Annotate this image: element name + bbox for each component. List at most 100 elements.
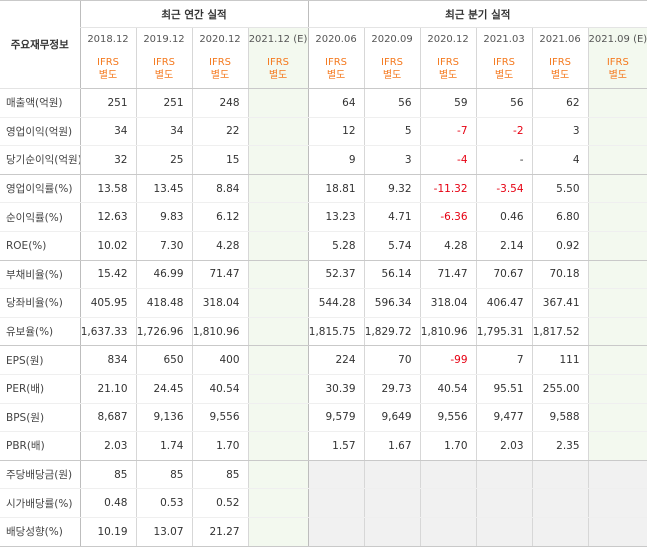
quarterly-value-cell: 0.46 — [475, 202, 533, 232]
ifrs-basis-label: IFRS 별도 — [97, 56, 119, 82]
row-label: 주당배당금(원) — [0, 460, 80, 490]
quarterly-value-cell — [307, 488, 365, 518]
annual-value-cell: 1.74 — [135, 431, 192, 461]
ifrs-basis-cell: IFRS 별도 — [587, 50, 647, 89]
row-label: 부채비율(%) — [0, 260, 80, 290]
quarterly-value-cell — [531, 517, 589, 547]
annual-value-cell — [247, 403, 309, 433]
ifrs-basis-cell: IFRS 별도 — [191, 50, 248, 89]
annual-value-cell: 15 — [191, 145, 248, 175]
quarterly-value-cell: 5 — [363, 117, 421, 147]
annual-value-cell: 13.58 — [79, 174, 136, 204]
quarterly-value-cell: 4 — [531, 145, 589, 175]
quarterly-value-cell: 9.32 — [363, 174, 421, 204]
quarterly-value-cell: 56 — [475, 88, 533, 118]
quarterly-value-cell: 9,649 — [363, 403, 421, 433]
period-header: 2021.09 (E) — [587, 27, 647, 50]
annual-value-cell — [247, 517, 309, 547]
table-row: 부채비율(%) 15.42 46.99 71.47 52.37 56.14 71.47 70.… — [0, 260, 647, 290]
period-header: 2021.12 (E) — [247, 27, 309, 50]
quarterly-value-cell: -6.36 — [419, 202, 477, 232]
ifrs-basis-label: IFRS 별도 — [153, 56, 175, 82]
ifrs-basis-label: IFRS 별도 — [549, 56, 571, 82]
quarterly-value-cell: 111 — [531, 345, 589, 375]
quarterly-value-cell — [587, 145, 647, 175]
annual-value-cell: 9,136 — [135, 403, 192, 433]
quarterly-value-cell — [587, 117, 647, 147]
ifrs-basis-label: IFRS 별도 — [607, 56, 629, 82]
row-label: 배당성향(%) — [0, 517, 80, 547]
annual-value-cell: 32 — [79, 145, 136, 175]
annual-value-cell: 12.63 — [79, 202, 136, 232]
ifrs-line2: 별도 — [382, 70, 402, 81]
quarterly-value-cell: 4.71 — [363, 202, 421, 232]
quarterly-value-cell: 40.54 — [419, 374, 477, 404]
quarterly-value-cell — [587, 317, 647, 347]
row-label: 영업이익률(%) — [0, 174, 80, 204]
annual-value-cell: 85 — [79, 460, 136, 490]
ifrs-line1: IFRS — [153, 57, 175, 68]
ifrs-basis-cell: IFRS 별도 — [419, 50, 477, 89]
table-row: 순이익률(%) 12.63 9.83 6.12 13.23 4.71 -6.36 0.46 6.… — [0, 202, 647, 232]
quarterly-value-cell: 29.73 — [363, 374, 421, 404]
quarterly-value-cell — [587, 231, 647, 261]
annual-value-cell: 34 — [135, 117, 192, 147]
annual-value-cell: 400 — [191, 345, 248, 375]
annual-value-cell: 7.30 — [135, 231, 192, 261]
row-header-label: 주요재무정보 — [0, 0, 80, 89]
annual-value-cell: 13.07 — [135, 517, 192, 547]
quarterly-value-cell — [363, 517, 421, 547]
period-header: 2020.12 — [191, 27, 248, 50]
quarterly-value-cell — [419, 488, 477, 518]
quarterly-section-title: 최근 분기 실적 — [307, 0, 647, 28]
quarterly-value-cell — [587, 517, 647, 547]
quarterly-value-cell: 2.03 — [475, 431, 533, 461]
annual-value-cell: 10.19 — [79, 517, 136, 547]
row-label: 시가배당률(%) — [0, 488, 80, 518]
quarterly-value-cell — [531, 488, 589, 518]
table-row: 시가배당률(%) 0.48 0.53 0.52 — [0, 488, 647, 518]
annual-value-cell: 1,810.96 — [191, 317, 248, 347]
annual-value-cell — [247, 117, 309, 147]
row-label: EPS(원) — [0, 345, 80, 375]
quarterly-value-cell: 406.47 — [475, 288, 533, 318]
ifrs-basis-cell: IFRS 별도 — [247, 50, 309, 89]
table-row: 당좌비율(%) 405.95 418.48 318.04 544.28 596.34 318… — [0, 288, 647, 318]
quarterly-value-cell: 224 — [307, 345, 365, 375]
row-label: 매출액(억원) — [0, 88, 80, 118]
ifrs-basis-cell: IFRS 별도 — [363, 50, 421, 89]
row-label: 순이익률(%) — [0, 202, 80, 232]
ifrs-line1: IFRS — [493, 57, 516, 68]
quarterly-value-cell: -99 — [419, 345, 477, 375]
quarterly-value-cell: 13.23 — [307, 202, 365, 232]
row-label: BPS(원) — [0, 403, 80, 433]
period-header: 2020.09 — [363, 27, 421, 50]
quarterly-value-cell — [419, 517, 477, 547]
quarterly-value-cell: 255.00 — [531, 374, 589, 404]
quarterly-value-cell — [587, 260, 647, 290]
annual-value-cell: 9,556 — [191, 403, 248, 433]
quarterly-value-cell: 12 — [307, 117, 365, 147]
table-row: 영업이익률(%) 13.58 13.45 8.84 18.81 9.32 -11.32 -3.… — [0, 174, 647, 204]
quarterly-value-cell — [587, 345, 647, 375]
table-row: ROE(%) 10.02 7.30 4.28 5.28 5.74 4.28 2.14 0.92 — [0, 231, 647, 261]
row-label: 영업이익(억원) — [0, 117, 80, 147]
ifrs-line1: IFRS — [606, 57, 629, 68]
ifrs-line2: 별도 — [608, 70, 628, 81]
ifrs-line2: 별도 — [98, 70, 118, 81]
period-header: 2021.06 — [531, 27, 589, 50]
quarterly-value-cell: 1.57 — [307, 431, 365, 461]
annual-value-cell: 418.48 — [135, 288, 192, 318]
quarterly-value-cell — [587, 460, 647, 490]
quarterly-value-cell — [587, 202, 647, 232]
quarterly-value-cell: 5.28 — [307, 231, 365, 261]
quarterly-value-cell: 4.28 — [419, 231, 477, 261]
annual-value-cell: 248 — [191, 88, 248, 118]
ifrs-line2: 별도 — [438, 70, 458, 81]
annual-value-cell: 650 — [135, 345, 192, 375]
quarterly-value-cell — [587, 174, 647, 204]
annual-value-cell: 0.48 — [79, 488, 136, 518]
annual-value-cell: 0.53 — [135, 488, 192, 518]
quarterly-value-cell — [531, 460, 589, 490]
